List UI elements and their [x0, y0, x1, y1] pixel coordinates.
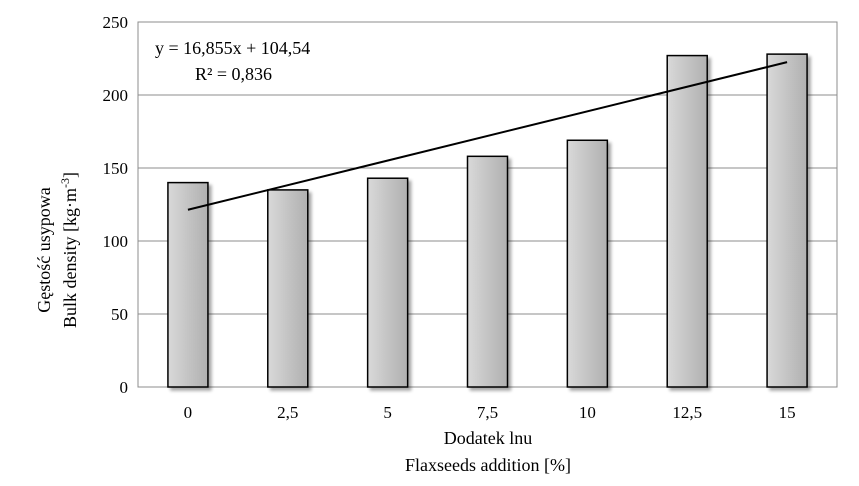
bars	[167, 53, 808, 388]
trend-equation: y = 16,855x + 104,54	[155, 38, 310, 58]
y-axis-title-sup: -3	[58, 178, 72, 188]
bar	[666, 54, 708, 388]
y-tick-label: 200	[103, 86, 129, 105]
x-tick-label: 10	[579, 403, 596, 422]
x-axis-title-line2: Flaxseeds addition [%]	[405, 455, 571, 475]
bar	[267, 189, 309, 388]
x-tick-label: 15	[779, 403, 796, 422]
x-axis-title-line1: Dodatek lnu	[444, 428, 532, 448]
y-axis-title-line2: Bulk density [kg·m-3]	[58, 172, 80, 328]
y-tick-label: 100	[103, 232, 129, 251]
y-tick-label: 250	[103, 13, 129, 32]
x-tick-label: 2,5	[277, 403, 298, 422]
bar	[766, 53, 808, 388]
trend-r-squared: R² = 0,836	[195, 64, 272, 84]
bar	[366, 177, 409, 388]
y-axis-title-line1: Gęstość usypowa	[34, 187, 54, 312]
y-axis-title-text: Bulk density [kg·m	[60, 188, 80, 328]
bar	[167, 181, 209, 388]
y-axis-title-close: ]	[60, 172, 80, 178]
y-tick-label: 0	[120, 378, 129, 397]
y-tick-labels: 0 50 100 150 200 250	[103, 13, 129, 397]
trendline	[187, 61, 788, 211]
x-tick-label: 12,5	[672, 403, 702, 422]
x-tick-label: 7,5	[477, 403, 498, 422]
x-tick-label: 0	[184, 403, 193, 422]
y-axis-title: Gęstość usypowa Bulk density [kg·m-3]	[34, 172, 80, 328]
y-tick-label: 150	[103, 159, 129, 178]
bar	[566, 139, 609, 388]
x-tick-labels: 0 2,5 5 7,5 10 12,5 15	[184, 403, 796, 422]
y-tick-label: 50	[111, 305, 128, 324]
x-tick-label: 5	[383, 403, 392, 422]
bar	[466, 155, 509, 388]
